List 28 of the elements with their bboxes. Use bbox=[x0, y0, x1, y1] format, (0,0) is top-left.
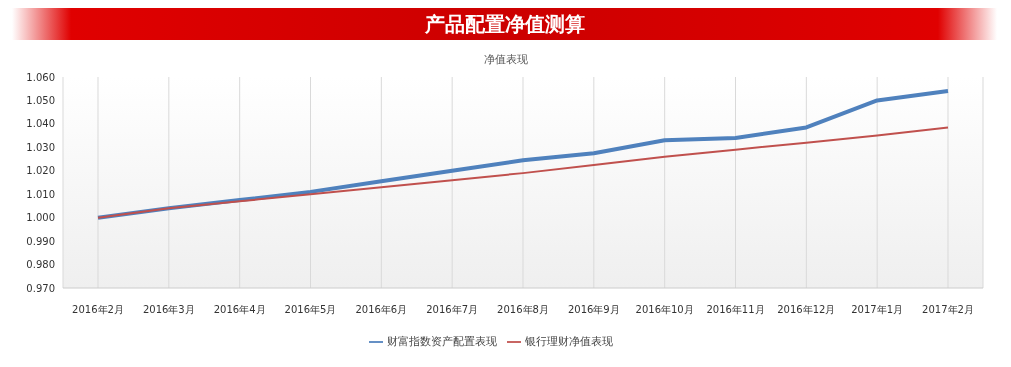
x-tick-label: 2017年1月 bbox=[851, 304, 904, 316]
x-tick-label: 2016年8月 bbox=[497, 304, 549, 316]
y-tick-label: 0.980 bbox=[26, 259, 55, 271]
x-tick-label: 2016年12月 bbox=[777, 304, 836, 316]
x-tick-label: 2016年7月 bbox=[426, 304, 479, 316]
x-tick-label: 2016年10月 bbox=[635, 304, 694, 316]
x-tick-label: 2016年4月 bbox=[213, 304, 266, 316]
y-tick-label: 0.970 bbox=[26, 282, 55, 294]
x-tick-label: 2016年6月 bbox=[355, 304, 408, 316]
y-tick-label: 1.010 bbox=[26, 188, 55, 200]
y-tick-label: 1.020 bbox=[26, 165, 55, 177]
y-tick-label: 1.000 bbox=[26, 212, 55, 224]
chart-subtitle: 净值表现 bbox=[482, 52, 529, 67]
y-tick-label: 1.030 bbox=[26, 141, 55, 153]
x-tick-label: 2016年11月 bbox=[706, 304, 765, 316]
chart-title: 产品配置净值测算 bbox=[12, 8, 997, 40]
y-tick-label: 1.040 bbox=[26, 118, 55, 130]
x-tick-label: 2016年3月 bbox=[142, 304, 195, 316]
x-tick-label: 2017年2月 bbox=[922, 304, 974, 316]
y-tick-label: 1.050 bbox=[26, 94, 55, 106]
x-tick-label: 2016年5月 bbox=[284, 304, 337, 316]
y-tick-label: 1.060 bbox=[26, 71, 55, 83]
x-tick-label: 2016年9月 bbox=[567, 304, 620, 316]
x-tick-label: 2016年2月 bbox=[72, 304, 124, 316]
legend-label: 财富指数资产配置表现 bbox=[386, 335, 497, 348]
y-tick-label: 0.990 bbox=[26, 235, 55, 247]
line-series bbox=[97, 126, 949, 219]
legend-label: 银行理财净值表现 bbox=[524, 335, 613, 348]
